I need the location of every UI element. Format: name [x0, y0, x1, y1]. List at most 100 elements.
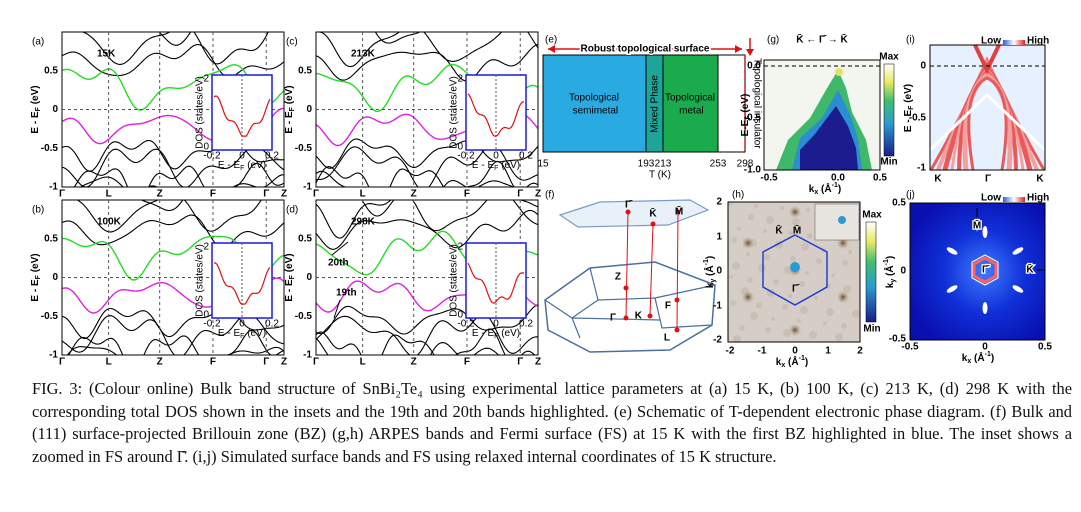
speckle — [765, 327, 771, 333]
text-segment: E - E — [218, 328, 241, 339]
x-tick-label: Z — [281, 189, 287, 200]
surface-label: Robust topological surface — [581, 44, 710, 55]
band-curve — [316, 328, 536, 355]
band-curve — [75, 200, 262, 233]
x-tick-label: 0.0 — [831, 173, 845, 184]
bz-point — [650, 221, 656, 227]
colorbar-label: Max — [879, 52, 899, 63]
text-segment: k — [809, 184, 815, 195]
inset-x-axis-label: E - EF (eV) — [472, 160, 520, 173]
x-tick-label: F — [210, 357, 216, 368]
x-axis-label: kx (Å-1) — [809, 182, 841, 197]
fs-center — [790, 262, 800, 272]
x-tick-label: L — [360, 357, 366, 368]
bz-point — [674, 327, 680, 333]
speckle — [780, 206, 784, 210]
fs-hexagon — [971, 254, 999, 286]
text-segment: F — [289, 274, 296, 279]
y-tick-label: 0.0 — [747, 61, 761, 72]
projection-line — [625, 211, 629, 319]
colorbar-label: Min — [863, 324, 880, 335]
x-tick-label: 298 — [737, 159, 754, 170]
speckle — [737, 227, 741, 231]
speckle — [800, 306, 808, 314]
speckle — [730, 300, 736, 306]
simulated-fs — [910, 203, 1045, 340]
text-segment: F — [35, 106, 42, 111]
insulator-label: Topological insulator — [751, 58, 762, 149]
x-tick-label: Z — [157, 189, 163, 200]
text-segment: (eV) — [284, 253, 295, 275]
text-segment: -1 — [985, 351, 991, 358]
band-curve — [67, 329, 284, 355]
surface-band — [973, 44, 1001, 75]
x-tick-label: Γ — [59, 357, 65, 368]
y-tick-label: -0.5 — [295, 311, 313, 322]
x-tick-label: L — [360, 189, 366, 200]
speckle — [729, 275, 733, 279]
text-segment: F — [908, 105, 915, 110]
y-tick-label: -1 — [713, 301, 722, 312]
x-axis-label: kx (Å-1) — [776, 355, 808, 370]
y-tick-label: 0 — [306, 272, 312, 283]
x-tick-label: -2 — [726, 346, 735, 357]
phase-region — [663, 55, 718, 152]
speckle — [816, 258, 822, 264]
x-tick-label: L — [106, 189, 112, 200]
text-segment: (Å — [883, 265, 896, 278]
text-segment: -1 — [883, 259, 890, 265]
text-segment: k — [962, 353, 968, 364]
band-curve — [81, 32, 269, 65]
x-tick-label: 0 — [982, 342, 988, 353]
fs-pocket — [788, 205, 802, 219]
point-label: Γ̄ — [792, 284, 800, 295]
y-tick-label: 0.5 — [44, 65, 58, 76]
speckle — [805, 271, 809, 275]
text-segment: x — [814, 189, 818, 196]
y-tick-label: -0.5 — [295, 143, 313, 154]
text-segment: E - E — [30, 111, 41, 134]
text-segment: F — [240, 333, 244, 340]
x-tick-label: K — [934, 174, 942, 185]
speckle — [739, 325, 745, 331]
y-tick-label: -1 — [917, 163, 926, 174]
inset-x-tick-label: -0.2 — [203, 151, 221, 162]
band-curve — [158, 32, 192, 46]
x-tick-label: 1 — [825, 346, 831, 357]
speckle — [758, 264, 766, 272]
inset-y-tick-label: 0 — [457, 310, 463, 321]
surface-band — [967, 76, 1008, 171]
speckle — [841, 323, 847, 329]
text-segment: E - E — [472, 160, 495, 171]
y-axis-label: E-EF (eV) — [740, 94, 753, 137]
panel-label: (i) — [906, 35, 915, 46]
inset-x-tick-label: 0 — [239, 319, 245, 330]
temperature-label: 298K — [351, 217, 376, 228]
band-curve — [62, 306, 284, 339]
panel-label: (g) — [767, 35, 779, 46]
speckle — [852, 310, 860, 318]
colorbar-label: High — [1027, 36, 1049, 47]
bulk-bz-inner — [544, 267, 716, 339]
bz-point — [674, 297, 680, 303]
point-label: K̄ — [649, 207, 657, 219]
bz-point — [623, 315, 629, 321]
speckle — [823, 321, 827, 325]
x-axis-label: kx (Å-1) — [962, 351, 994, 366]
text-segment: y — [710, 279, 717, 283]
caption: FIG. 3: (Colour online) Bulk band struct… — [32, 378, 1072, 468]
dos-curve — [213, 95, 271, 137]
inset-x-axis-label: E - EF (eV) — [472, 328, 520, 341]
x-tick-label: Z — [535, 189, 541, 200]
panel-label: (b) — [32, 205, 44, 216]
inset-x-tick-label: 0.2 — [519, 319, 533, 330]
text-segment: F — [240, 165, 244, 172]
y-axis-label: E - EF (eV) — [30, 85, 43, 133]
x-tick-label: Z — [411, 357, 417, 368]
y-tick-label: -0.5 — [744, 113, 762, 124]
y-tick-label: 0 — [306, 104, 312, 115]
speckle — [766, 216, 774, 224]
fs-petal — [946, 285, 958, 293]
text-segment: F — [289, 106, 296, 111]
direction-label: K̄ ← Γ̄ → K̄ — [796, 33, 848, 45]
